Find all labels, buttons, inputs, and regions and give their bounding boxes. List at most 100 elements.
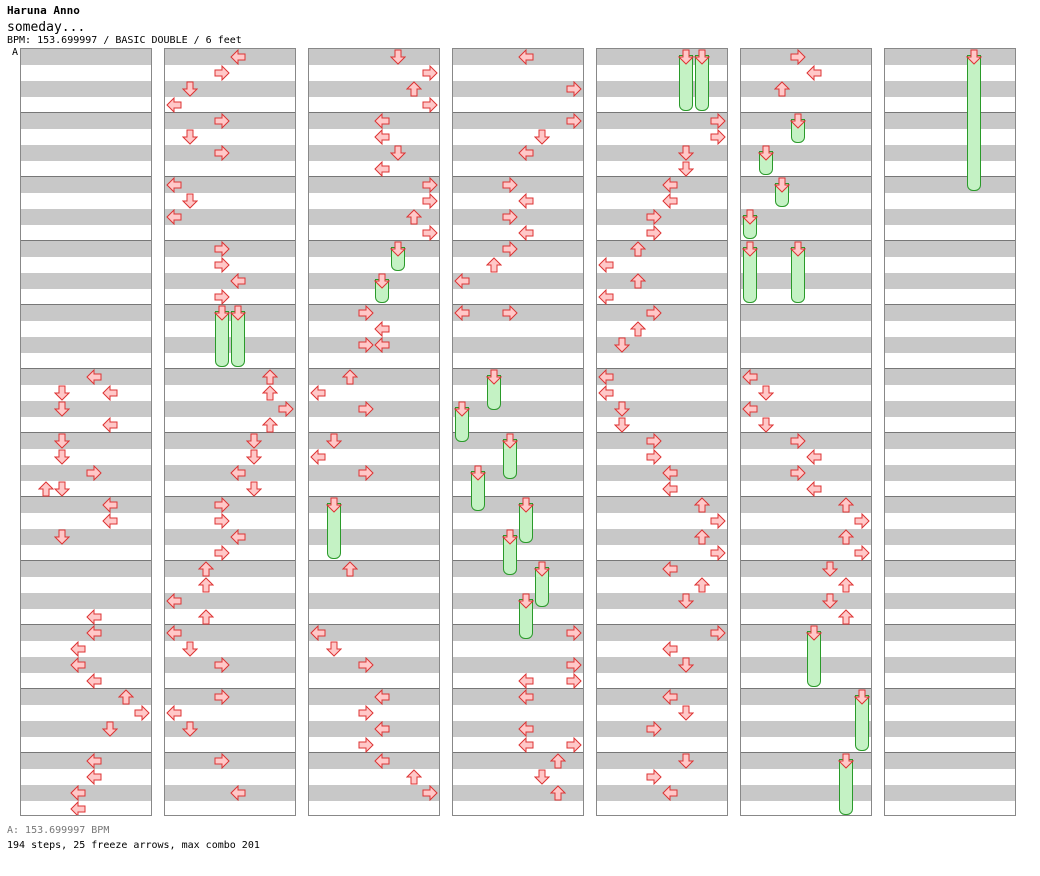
measure-line <box>885 368 1015 369</box>
measure-line <box>597 752 727 753</box>
left-arrow-icon <box>518 145 534 161</box>
left-arrow-icon <box>86 753 102 769</box>
freeze-head-down-arrow-icon <box>774 177 790 193</box>
left-arrow-icon <box>806 481 822 497</box>
measure-line <box>885 304 1015 305</box>
left-arrow-icon <box>166 593 182 609</box>
right-arrow-icon <box>214 145 230 161</box>
freeze-head-down-arrow-icon <box>518 593 534 609</box>
left-arrow-icon <box>518 673 534 689</box>
chart-info: BPM: 153.699997 / BASIC DOUBLE / 6 feet <box>7 35 242 46</box>
down-arrow-icon <box>614 401 630 417</box>
right-arrow-icon <box>214 289 230 305</box>
left-arrow-icon <box>518 193 534 209</box>
measure-line <box>309 112 439 113</box>
left-arrow-icon <box>518 49 534 65</box>
left-arrow-icon <box>166 705 182 721</box>
measure-line <box>885 496 1015 497</box>
freeze-head-down-arrow-icon <box>470 465 486 481</box>
left-arrow-icon <box>70 657 86 673</box>
down-arrow-icon <box>390 49 406 65</box>
right-arrow-icon <box>358 305 374 321</box>
measure-line <box>885 560 1015 561</box>
right-arrow-icon <box>502 209 518 225</box>
right-arrow-icon <box>214 257 230 273</box>
step-stats: 194 steps, 25 freeze arrows, max combo 2… <box>7 840 260 851</box>
down-arrow-icon <box>822 593 838 609</box>
left-arrow-icon <box>454 305 470 321</box>
left-arrow-icon <box>598 385 614 401</box>
measure-line <box>741 496 871 497</box>
right-arrow-icon <box>646 769 662 785</box>
measure-line <box>21 112 151 113</box>
measure-line <box>309 496 439 497</box>
left-arrow-icon <box>518 689 534 705</box>
freeze-head-down-arrow-icon <box>374 273 390 289</box>
right-arrow-icon <box>790 49 806 65</box>
left-arrow-icon <box>662 193 678 209</box>
right-arrow-icon <box>358 337 374 353</box>
right-arrow-icon <box>214 545 230 561</box>
right-arrow-icon <box>422 65 438 81</box>
measure-line <box>597 496 727 497</box>
measure-line <box>741 240 871 241</box>
down-arrow-icon <box>54 449 70 465</box>
right-arrow-icon <box>214 753 230 769</box>
right-arrow-icon <box>86 465 102 481</box>
left-arrow-icon <box>662 641 678 657</box>
freeze-head-down-arrow-icon <box>502 433 518 449</box>
right-arrow-icon <box>422 97 438 113</box>
freeze-head-down-arrow-icon <box>838 753 854 769</box>
down-arrow-icon <box>822 561 838 577</box>
left-arrow-icon <box>166 177 182 193</box>
left-arrow-icon <box>166 625 182 641</box>
down-arrow-icon <box>534 129 550 145</box>
down-arrow-icon <box>390 145 406 161</box>
measure-line <box>21 368 151 369</box>
down-arrow-icon <box>182 81 198 97</box>
right-arrow-icon <box>358 657 374 673</box>
left-arrow-icon <box>374 337 390 353</box>
right-arrow-icon <box>502 177 518 193</box>
right-arrow-icon <box>646 209 662 225</box>
left-arrow-icon <box>70 785 86 801</box>
right-arrow-icon <box>566 657 582 673</box>
left-arrow-icon <box>86 673 102 689</box>
down-arrow-icon <box>678 145 694 161</box>
right-arrow-icon <box>502 241 518 257</box>
measure-line <box>21 304 151 305</box>
up-arrow-icon <box>694 529 710 545</box>
chart-column <box>20 48 152 816</box>
left-arrow-icon <box>374 113 390 129</box>
measure-line <box>165 560 295 561</box>
measure-line <box>309 304 439 305</box>
measure-line <box>741 304 871 305</box>
measure-line <box>309 560 439 561</box>
left-arrow-icon <box>70 641 86 657</box>
down-arrow-icon <box>678 753 694 769</box>
left-arrow-icon <box>374 753 390 769</box>
right-arrow-icon <box>566 81 582 97</box>
measure-line <box>165 176 295 177</box>
measure-line <box>21 432 151 433</box>
left-arrow-icon <box>662 177 678 193</box>
measure-line <box>453 688 583 689</box>
measure-line <box>453 560 583 561</box>
right-arrow-icon <box>710 625 726 641</box>
right-arrow-icon <box>710 513 726 529</box>
down-arrow-icon <box>182 129 198 145</box>
measure-line <box>21 560 151 561</box>
up-arrow-icon <box>630 321 646 337</box>
down-arrow-icon <box>614 337 630 353</box>
measure-line <box>741 560 871 561</box>
freeze-head-down-arrow-icon <box>790 241 806 257</box>
measure-line <box>885 176 1015 177</box>
right-arrow-icon <box>646 449 662 465</box>
left-arrow-icon <box>742 401 758 417</box>
left-arrow-icon <box>662 465 678 481</box>
up-arrow-icon <box>486 257 502 273</box>
right-arrow-icon <box>710 113 726 129</box>
left-arrow-icon <box>166 97 182 113</box>
left-arrow-icon <box>518 225 534 241</box>
left-arrow-icon <box>374 161 390 177</box>
